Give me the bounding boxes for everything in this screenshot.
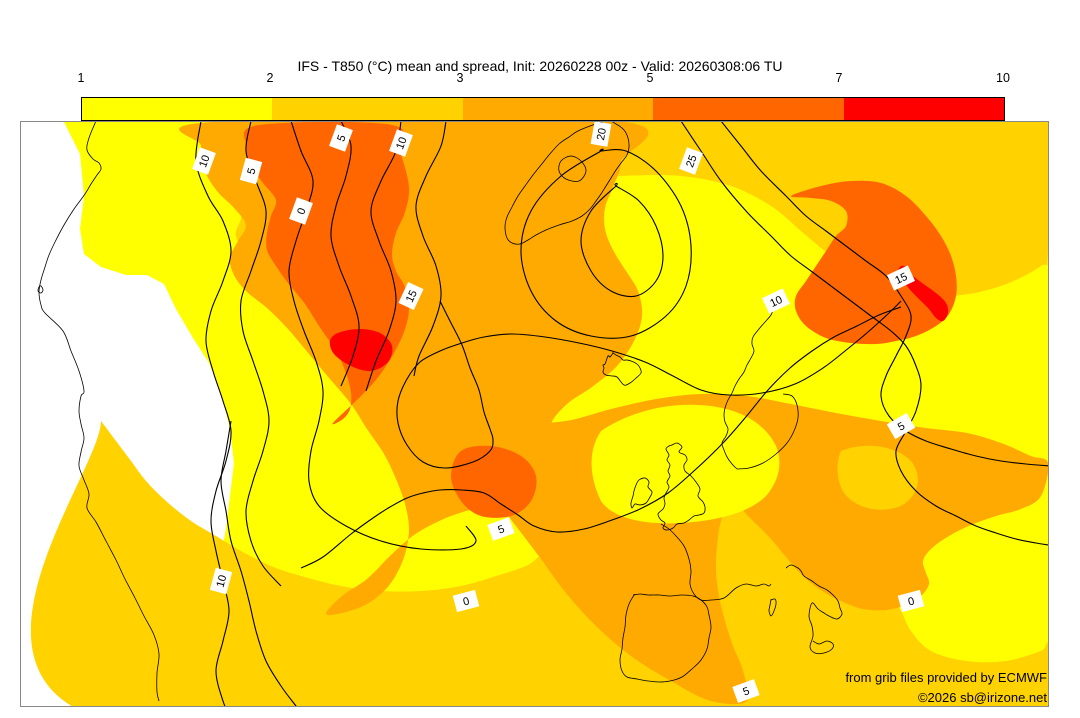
svg-text:20: 20 [595,127,609,141]
